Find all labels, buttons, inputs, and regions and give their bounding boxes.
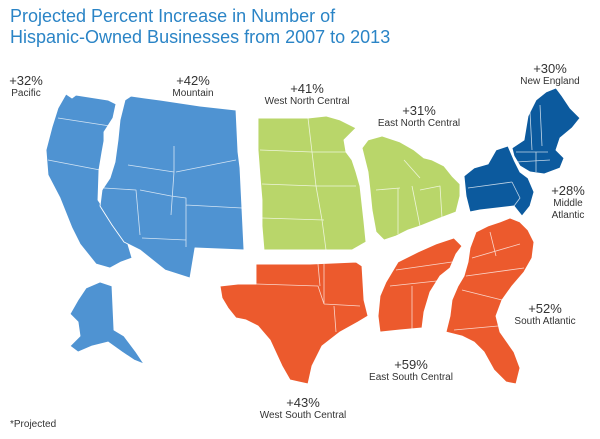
region-west-north-central-shape [257, 115, 367, 251]
region-mountain-shape [99, 95, 245, 279]
region-west-south-central-borders [255, 263, 361, 333]
region-mountain-borders [103, 146, 243, 247]
title-line-2: Hispanic-Owned Businesses from 2007 to 2… [10, 27, 391, 47]
label-west-north-central: +41% West North Central [252, 82, 362, 108]
south-atlantic-name: South Atlantic [514, 316, 576, 327]
east-south-central-percent: +59% [394, 357, 428, 372]
middle-atlantic-percent: +28% [551, 183, 585, 198]
region-mountain [99, 95, 245, 279]
region-west-north-central [257, 115, 367, 251]
region-east-north-central-shape [361, 135, 461, 241]
region-new-england [511, 87, 581, 175]
region-west-south-central [219, 261, 369, 385]
middle-atlantic-name-line-1: Middle [553, 198, 583, 209]
region-east-south-central-borders [389, 261, 453, 332]
region-pacific-borders [47, 117, 111, 171]
region-south-atlantic [445, 217, 535, 385]
new-england-name: New England [520, 76, 580, 87]
pacific-name: Pacific [11, 88, 41, 99]
east-north-central-name: East North Central [377, 118, 461, 129]
label-south-atlantic: +52% South Atlantic [500, 302, 590, 328]
region-middle-atlantic-shape [463, 145, 535, 217]
label-mountain: +42% Mountain [158, 74, 228, 100]
region-middle-atlantic-borders [467, 181, 521, 207]
label-new-england: +30% New England [510, 62, 590, 88]
map-title: Projected Percent Increase in Number of … [10, 6, 430, 48]
region-new-england-shape [511, 87, 581, 175]
west-north-central-percent: +41% [290, 81, 324, 96]
east-south-central-name: East South Central [369, 372, 453, 383]
new-england-percent: +30% [533, 61, 567, 76]
mountain-name: Mountain [172, 88, 214, 99]
west-north-central-name: West North Central [264, 96, 350, 107]
label-east-north-central: +31% East North Central [364, 104, 474, 130]
south-atlantic-percent: +52% [528, 301, 562, 316]
label-middle-atlantic: +28% Middle Atlantic [538, 184, 598, 222]
region-west-south-central-shape [219, 261, 369, 385]
region-pacific [45, 93, 145, 365]
region-east-north-central-borders [375, 159, 443, 234]
pacific-percent: +32% [9, 73, 43, 88]
west-south-central-name: West South Central [259, 410, 347, 421]
region-south-atlantic-borders [453, 231, 525, 331]
label-pacific: +32% Pacific [4, 74, 48, 100]
region-new-england-borders [515, 104, 551, 172]
middle-atlantic-name-line-2: Atlantic [551, 210, 585, 221]
west-south-central-percent: +43% [286, 395, 320, 410]
region-south-atlantic-shape [445, 217, 535, 385]
east-north-central-percent: +31% [402, 103, 436, 118]
region-east-south-central [377, 237, 463, 333]
alaska-shape [69, 281, 145, 365]
footnote: *Projected [10, 419, 57, 430]
region-middle-atlantic [463, 145, 535, 217]
title-line-1: Projected Percent Increase in Number of [10, 6, 336, 26]
label-west-south-central: +43% West South Central [248, 396, 358, 422]
region-west-north-central-borders [259, 117, 356, 251]
mountain-percent: +42% [176, 73, 210, 88]
region-east-north-central [361, 135, 461, 241]
region-east-south-central-shape [377, 237, 463, 333]
label-east-south-central: +59% East South Central [356, 358, 466, 384]
